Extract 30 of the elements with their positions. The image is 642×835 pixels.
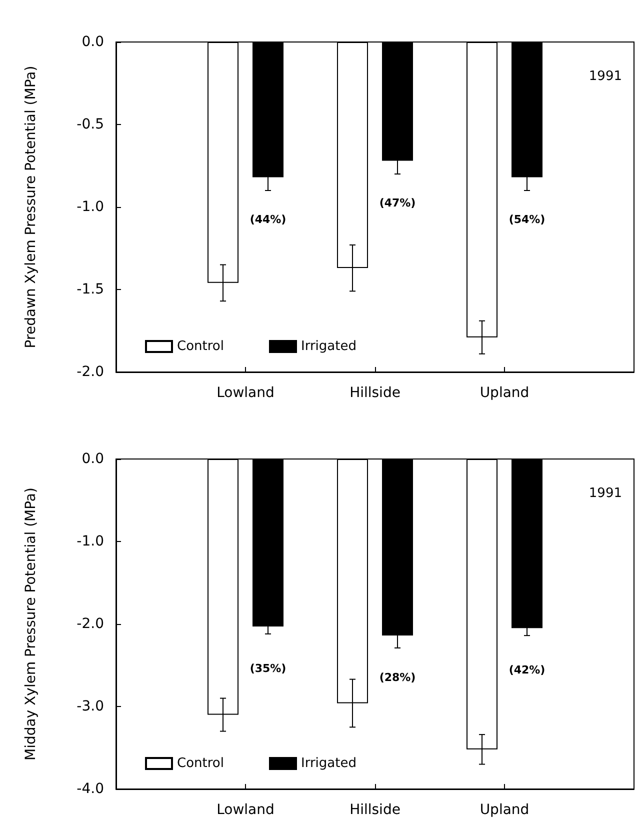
- y-tick-label: -3.0: [76, 698, 104, 714]
- y-tick-label: -0.5: [76, 116, 104, 132]
- y-axis-title: Midday Xylem Pressure Potential (MPa): [23, 488, 39, 760]
- legend-label: Control: [177, 756, 224, 771]
- x-tick-label: Upland: [480, 385, 530, 401]
- y-tick-label: -1.0: [76, 199, 104, 215]
- annotation: (42%): [508, 664, 546, 677]
- annotation: (28%): [379, 671, 416, 684]
- y-tick-label: 0.0: [82, 451, 104, 467]
- y-tick-label: 0.0: [82, 34, 104, 50]
- y-tick-label: -4.0: [76, 781, 104, 797]
- legend-label: Control: [177, 339, 224, 354]
- x-tick-label: Lowland: [216, 385, 274, 401]
- y-tick-label: -2.0: [76, 364, 104, 380]
- annotation: (47%): [379, 196, 416, 210]
- legend-label: Irrigated: [300, 339, 356, 354]
- annotation: (44%): [250, 212, 286, 226]
- y-tick-label: -1.0: [76, 534, 104, 550]
- y-tick-label: -2.0: [76, 616, 104, 632]
- annotation: (54%): [508, 212, 546, 226]
- x-tick-label: Hillside: [350, 385, 400, 401]
- x-tick-label: Upland: [480, 802, 530, 818]
- x-tick-label: Hillside: [350, 802, 400, 818]
- legend-label: Irrigated: [300, 756, 356, 771]
- y-axis-title: Predawn Xylem Pressure Potential (MPa): [23, 66, 39, 348]
- annotation: 1991: [588, 486, 622, 501]
- y-tick-label: -1.5: [76, 282, 104, 298]
- x-tick-label: Lowland: [216, 802, 274, 818]
- annotation: (35%): [250, 662, 286, 675]
- annotation: 1991: [588, 69, 622, 84]
